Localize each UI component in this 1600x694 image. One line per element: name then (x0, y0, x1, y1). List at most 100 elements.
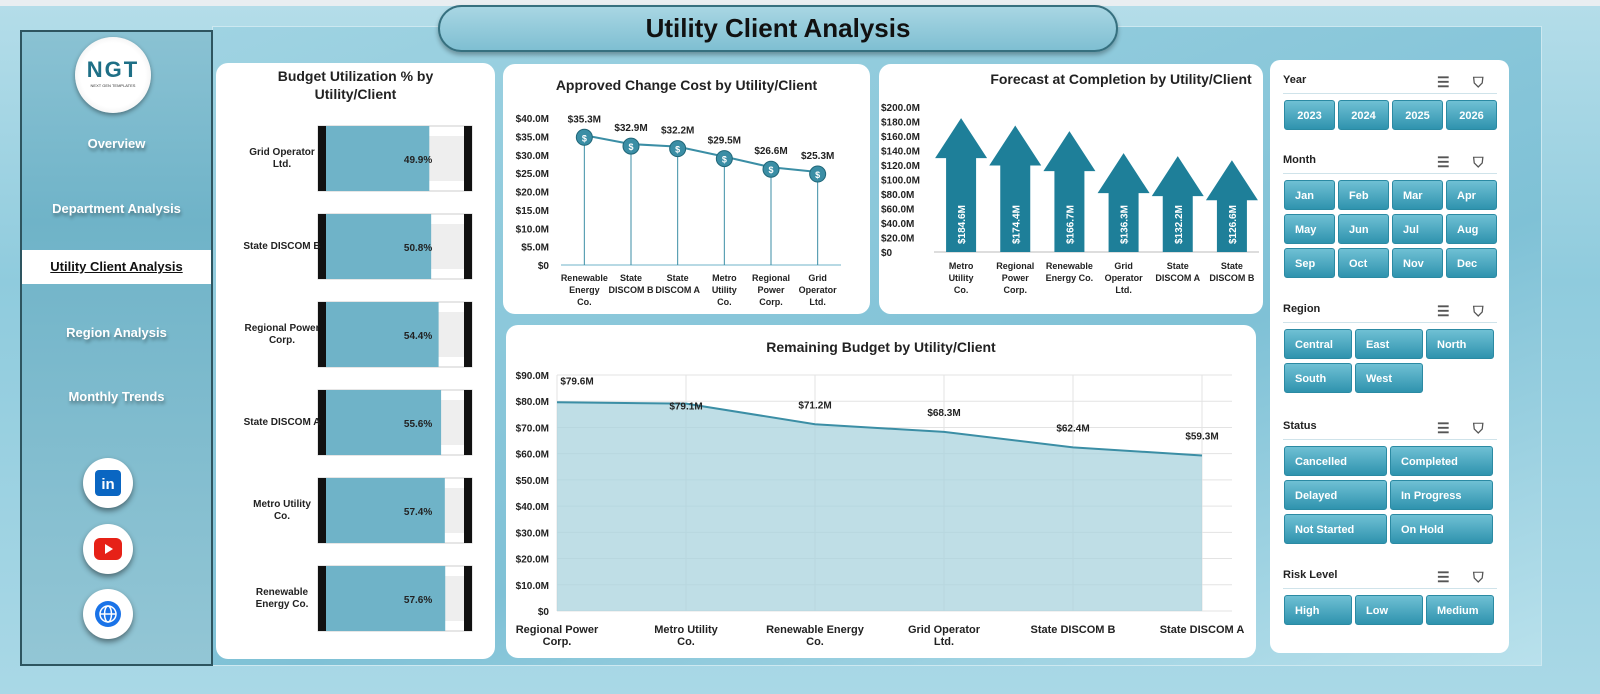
y-tick-label: $180.0M (881, 118, 920, 129)
slicer-item[interactable]: Sep (1284, 248, 1335, 278)
slicer-title: Year (1283, 74, 1307, 86)
slicer-item[interactable]: On Hold (1390, 514, 1493, 544)
multi-select-icon[interactable]: ☰ (1437, 569, 1450, 585)
slicer-item[interactable]: Feb (1338, 180, 1389, 210)
y-tick-label: $160.0M (881, 132, 920, 143)
slicer-item[interactable]: East (1355, 329, 1423, 359)
linkedin-button[interactable]: in (83, 458, 133, 508)
nav-utility-client-analysis[interactable]: Utility Client Analysis (22, 250, 211, 284)
slicer-item[interactable]: Cancelled (1284, 446, 1387, 476)
arrow-bar (935, 118, 988, 252)
bar (326, 566, 446, 631)
slicer-item[interactable]: Nov (1392, 248, 1443, 278)
data-label: 55.6% (404, 419, 432, 430)
clear-filter-icon[interactable]: ⛉ (1473, 303, 1484, 319)
category-label: State DISCOM B (1031, 624, 1116, 636)
bar-cap-right (464, 390, 472, 455)
nav-region-analysis[interactable]: Region Analysis (66, 325, 167, 340)
slicer-item[interactable]: Apr (1446, 180, 1497, 210)
data-label: $29.5M (708, 136, 741, 147)
slicer-item[interactable]: 2023 (1284, 100, 1335, 130)
bar-cap-left (318, 126, 326, 191)
slicer-item[interactable]: Delayed (1284, 480, 1387, 510)
slicer-item[interactable]: 2026 (1446, 100, 1497, 130)
multi-select-icon[interactable]: ☰ (1437, 420, 1450, 436)
category-label: Regional Power Corp. (244, 323, 319, 346)
category-label: Regional Power Corp. (516, 624, 599, 648)
slicer-item[interactable]: Jan (1284, 180, 1335, 210)
category-label: State DISCOM A (655, 273, 700, 295)
money-bag-icon (622, 137, 640, 155)
slicer-item[interactable]: Jun (1338, 214, 1389, 244)
category-label: Metro Utility Co. (712, 273, 737, 307)
clear-filter-icon[interactable]: ⛉ (1473, 74, 1484, 90)
clear-filter-icon[interactable]: ⛉ (1473, 420, 1484, 436)
y-tick-label: $120.0M (881, 161, 920, 172)
slicer-title: Status (1283, 420, 1317, 432)
youtube-button[interactable] (83, 524, 133, 574)
multi-select-icon[interactable]: ☰ (1437, 74, 1450, 90)
slicer-item[interactable]: Aug (1446, 214, 1497, 244)
bar-cap-left (318, 302, 326, 367)
data-label: $35.3M (568, 114, 601, 125)
logo: NGT NEXT GEN TEMPLATES (75, 37, 151, 113)
multi-select-icon[interactable]: ☰ (1437, 303, 1450, 319)
slicer-item[interactable]: Oct (1338, 248, 1389, 278)
slicer-item[interactable]: Not Started (1284, 514, 1387, 544)
slicer-item[interactable]: Mar (1392, 180, 1443, 210)
slicer-item[interactable]: South (1284, 363, 1352, 393)
data-label: $25.3M (801, 151, 834, 162)
data-label: $32.9M (614, 123, 647, 134)
clear-filter-icon[interactable]: ⛉ (1473, 569, 1484, 585)
bar-cap-right (464, 302, 472, 367)
nav-overview[interactable]: Overview (87, 136, 146, 151)
money-bag-glyph: $ (815, 170, 820, 180)
category-label: Grid Operator Ltd. (249, 147, 315, 170)
slicer-item[interactable]: High (1284, 595, 1352, 625)
category-label: State DISCOM A (1160, 624, 1245, 636)
data-label: $59.3M (1185, 432, 1218, 443)
slicer-item[interactable]: May (1284, 214, 1335, 244)
chart-title: Budget Utilization % by Utility/Client (277, 68, 434, 102)
slicer-item[interactable]: Dec (1446, 248, 1497, 278)
data-label: 57.4% (404, 507, 432, 518)
nav-monthly-trends[interactable]: Monthly Trends (68, 389, 165, 404)
bar-cap-right (464, 126, 472, 191)
data-label: $32.2M (661, 126, 694, 137)
category-label: Renewable Energy Co. (561, 273, 608, 307)
arrow-bar (1151, 156, 1204, 252)
slicer-item[interactable]: Central (1284, 329, 1352, 359)
slicer-item[interactable]: 2025 (1392, 100, 1443, 130)
y-tick-label: $10.0M (516, 224, 549, 235)
slicer-item[interactable]: North (1426, 329, 1494, 359)
slicer-item[interactable]: In Progress (1390, 480, 1493, 510)
slicer-item[interactable]: West (1355, 363, 1423, 393)
slicer-item[interactable]: Low (1355, 595, 1423, 625)
linkedin-icon: in (95, 470, 121, 496)
series-line (556, 401, 1203, 457)
category-label: State DISCOM B (609, 273, 655, 295)
arrow-bar (989, 125, 1042, 252)
slicer-item[interactable]: 2024 (1338, 100, 1389, 130)
nav-department-analysis[interactable]: Department Analysis (52, 201, 181, 216)
data-label: $62.4M (1056, 423, 1089, 434)
y-tick-label: $100.0M (881, 176, 920, 187)
money-bag-icon (669, 140, 687, 158)
money-bag-icon (715, 150, 733, 168)
slicer-item[interactable]: Completed (1390, 446, 1493, 476)
bar (326, 126, 430, 191)
data-label: 49.9% (404, 155, 432, 166)
category-label: Metro Utility Co. (253, 499, 311, 522)
y-tick-label: $30.0M (516, 528, 549, 539)
page-title: Utility Client Analysis (438, 5, 1118, 52)
slicer-item[interactable]: Medium (1426, 595, 1494, 625)
multi-select-icon[interactable]: ☰ (1437, 154, 1450, 170)
data-label: $71.2M (798, 400, 831, 411)
website-button[interactable] (83, 589, 133, 639)
money-bag-glyph: $ (628, 142, 633, 152)
money-bag-icon (762, 160, 780, 178)
category-label: Grid Operator Ltd. (908, 624, 981, 648)
category-label: Metro Utility Co. (654, 624, 718, 648)
clear-filter-icon[interactable]: ⛉ (1473, 154, 1484, 170)
slicer-item[interactable]: Jul (1392, 214, 1443, 244)
